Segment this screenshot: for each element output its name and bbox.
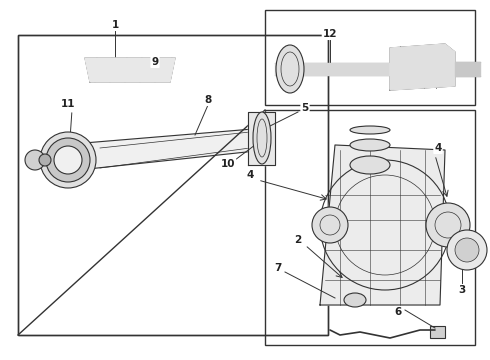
Text: 3: 3 bbox=[458, 285, 466, 295]
Text: 5: 5 bbox=[301, 103, 309, 113]
Ellipse shape bbox=[350, 139, 390, 151]
Text: 9: 9 bbox=[151, 57, 159, 67]
Ellipse shape bbox=[253, 112, 271, 164]
Polygon shape bbox=[248, 112, 275, 165]
Circle shape bbox=[312, 207, 348, 243]
Text: 1: 1 bbox=[111, 20, 119, 30]
Text: 2: 2 bbox=[294, 235, 302, 245]
Ellipse shape bbox=[350, 156, 390, 174]
Ellipse shape bbox=[344, 293, 366, 307]
Circle shape bbox=[39, 154, 51, 166]
Bar bbox=[18, 35, 328, 335]
Polygon shape bbox=[455, 62, 480, 76]
Ellipse shape bbox=[276, 45, 304, 93]
Bar bbox=[265, 110, 475, 345]
Polygon shape bbox=[320, 145, 445, 305]
Text: 10: 10 bbox=[221, 159, 235, 169]
Text: 8: 8 bbox=[204, 95, 212, 105]
Polygon shape bbox=[60, 128, 265, 172]
Bar bbox=[18, 35, 328, 335]
Text: 7: 7 bbox=[274, 263, 282, 273]
Circle shape bbox=[54, 146, 82, 174]
Bar bbox=[265, 10, 475, 105]
Ellipse shape bbox=[350, 126, 390, 134]
Polygon shape bbox=[275, 63, 465, 75]
Polygon shape bbox=[85, 58, 175, 82]
Text: 4: 4 bbox=[246, 170, 254, 180]
Bar bbox=[430, 326, 445, 338]
Circle shape bbox=[426, 203, 470, 247]
Circle shape bbox=[40, 132, 96, 188]
Text: 6: 6 bbox=[394, 307, 402, 317]
Circle shape bbox=[447, 230, 487, 270]
Text: 12: 12 bbox=[323, 29, 337, 39]
Polygon shape bbox=[390, 44, 455, 90]
Circle shape bbox=[455, 238, 479, 262]
Circle shape bbox=[25, 150, 45, 170]
Circle shape bbox=[46, 138, 90, 182]
Text: 11: 11 bbox=[61, 99, 75, 109]
Text: 4: 4 bbox=[434, 143, 441, 153]
